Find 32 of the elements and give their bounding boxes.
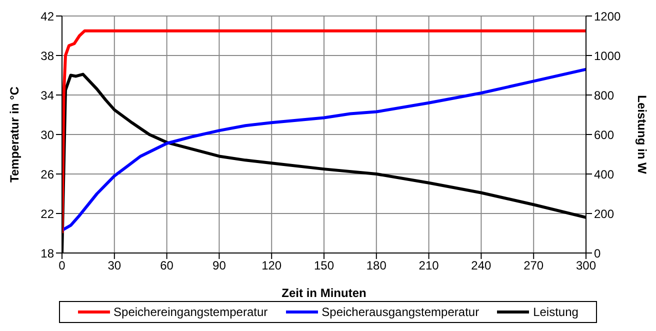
x-tick-label: 300 [576, 258, 596, 273]
y-tick-label: 30 [40, 128, 54, 142]
x-axis-title: Zeit in Minuten [282, 286, 366, 300]
line-series [62, 29, 586, 235]
x-tick-label: 180 [366, 258, 387, 273]
x-tick-label: 30 [108, 258, 122, 273]
x-tick-label: 210 [418, 258, 440, 273]
x-tick-label: 150 [314, 258, 334, 273]
y2-tick-label: 1000 [594, 48, 622, 63]
y2-tick-label: 1200 [594, 9, 622, 24]
legend-label: Leistung [533, 305, 578, 319]
y2-tick-label: 200 [594, 206, 614, 221]
x-tick-label: 270 [524, 258, 544, 273]
y-tick-label: 26 [40, 167, 54, 182]
x-tick-label: 60 [160, 258, 174, 273]
y-axis-title: Temperatur in °C [7, 86, 22, 182]
y-tick-label: 34 [40, 88, 54, 102]
y-tick-label: 18 [40, 246, 54, 260]
y2-tick-label: 400 [594, 167, 614, 182]
x-tick-label: 240 [471, 258, 492, 273]
y-tick-label: 38 [40, 48, 54, 63]
y2-tick-label: 600 [594, 128, 614, 142]
x-tick-label: 0 [58, 258, 66, 273]
y2-tick-label: 0 [594, 246, 601, 260]
legend-label: Speichereingangstemperatur [114, 305, 268, 319]
x-tick-label: 120 [262, 258, 282, 273]
legend-label: Speicherausgangstemperatur [322, 305, 480, 319]
y-tick-label: 42 [40, 9, 54, 24]
y-tick-label: 22 [40, 206, 54, 221]
x-tick-label: 90 [212, 258, 226, 273]
y2-tick-label: 800 [594, 88, 614, 102]
y2-axis-title: Leistung in W [634, 95, 649, 174]
